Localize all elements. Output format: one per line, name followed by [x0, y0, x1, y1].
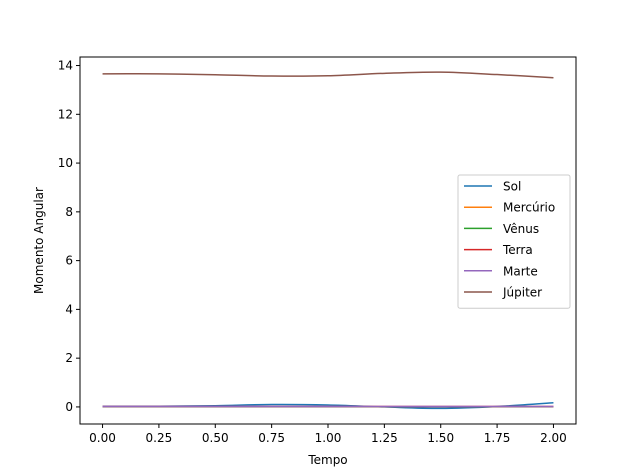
y-tick-label: 6 — [65, 254, 73, 268]
x-axis-label: Tempo — [307, 453, 347, 467]
legend-label: Sol — [503, 180, 521, 194]
y-tick-label: 10 — [58, 156, 73, 170]
x-tick-label: 0.75 — [258, 431, 285, 445]
legend-label: Mercúrio — [503, 201, 555, 215]
legend-label: Marte — [503, 264, 538, 278]
y-axis-label: Momento Angular — [32, 187, 46, 294]
legend-label: Vênus — [503, 222, 539, 236]
x-tick-label: 0.00 — [89, 431, 116, 445]
legend-label: Terra — [502, 243, 533, 257]
x-tick-label: 0.50 — [202, 431, 229, 445]
x-tick-label: 2.00 — [540, 431, 567, 445]
y-axis: 0 2 4 6 8 10 12 14 — [58, 59, 80, 414]
y-tick-label: 8 — [65, 205, 73, 219]
series-layer — [102, 71, 554, 410]
legend-label: Júpiter — [502, 286, 542, 300]
series-line-5 — [102, 71, 554, 79]
x-tick-label: 1.25 — [371, 431, 398, 445]
x-tick-label: 1.75 — [484, 431, 511, 445]
legend-box — [457, 174, 571, 309]
x-tick-label: 0.25 — [146, 431, 173, 445]
y-tick-label: 2 — [65, 351, 73, 365]
y-tick-label: 12 — [58, 107, 73, 121]
x-tick-label: 1.50 — [427, 431, 454, 445]
legend: Sol Mercúrio Vênus Terra Marte Júpiter — [457, 174, 571, 309]
y-tick-label: 0 — [65, 400, 73, 414]
x-tick-label: 1.00 — [315, 431, 342, 445]
x-axis: 0.00 0.25 0.50 0.75 1.00 1.25 1.50 1.75 2.00 — [89, 424, 567, 445]
y-tick-label: 4 — [65, 302, 73, 316]
y-tick-label: 14 — [58, 59, 73, 73]
